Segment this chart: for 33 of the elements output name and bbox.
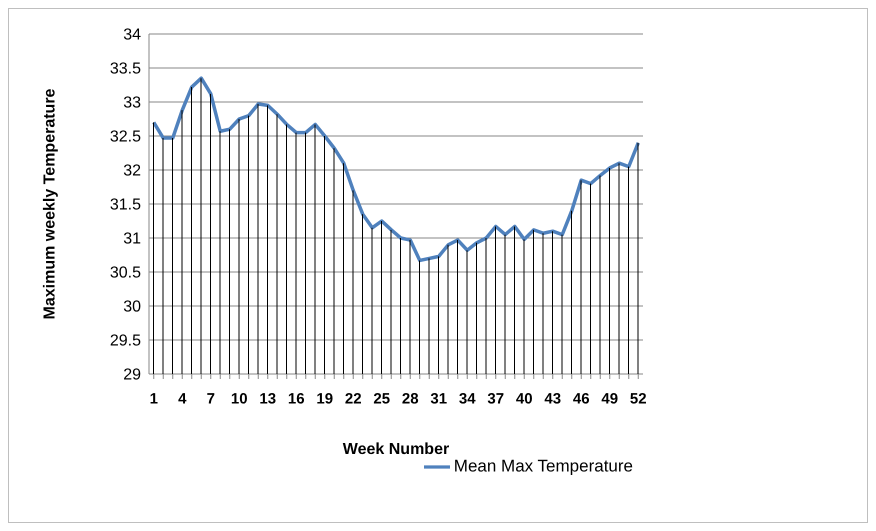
x-tick-label: 28 bbox=[402, 390, 419, 408]
x-tick-label: 46 bbox=[572, 390, 590, 408]
y-tick-label: 29 bbox=[123, 366, 142, 384]
x-tick-label: 16 bbox=[288, 390, 305, 408]
x-tick-label: 37 bbox=[487, 390, 504, 408]
x-tick-label: 1 bbox=[150, 390, 158, 408]
y-tick-label: 30.5 bbox=[110, 264, 142, 282]
x-tick-label: 49 bbox=[601, 390, 618, 408]
y-axis-title: Maximum weekly Temperature bbox=[42, 88, 59, 320]
x-tick-label: 13 bbox=[259, 390, 276, 408]
y-tick-label: 32.5 bbox=[110, 128, 142, 146]
x-tick-label: 10 bbox=[230, 390, 248, 408]
y-tick-label: 33.5 bbox=[110, 60, 142, 78]
x-tick-label: 25 bbox=[373, 390, 390, 408]
x-tick-label: 22 bbox=[344, 390, 362, 408]
line-series bbox=[152, 76, 640, 262]
y-tick-label: 30 bbox=[123, 298, 142, 316]
y-tick-label: 34 bbox=[123, 26, 142, 44]
y-tick-label: 31 bbox=[123, 230, 142, 248]
y-tick-label: 31.5 bbox=[110, 196, 142, 214]
y-tick-label: 29.5 bbox=[110, 332, 142, 350]
x-tick-label: 43 bbox=[544, 390, 562, 408]
x-tick-label: 34 bbox=[458, 390, 476, 408]
y-tick-label: 33 bbox=[123, 94, 142, 112]
x-tick-label: 52 bbox=[630, 390, 647, 408]
x-tick-label: 31 bbox=[430, 390, 448, 408]
x-tick-label: 19 bbox=[316, 390, 334, 408]
x-axis-title: Week Number bbox=[342, 441, 450, 458]
y-tick-label: 32 bbox=[123, 162, 142, 180]
legend-label: Mean Max Temperature bbox=[454, 456, 633, 476]
x-tick-label: 4 bbox=[178, 390, 188, 408]
x-tick-label: 7 bbox=[206, 390, 215, 408]
x-tick-label: 40 bbox=[516, 390, 533, 408]
